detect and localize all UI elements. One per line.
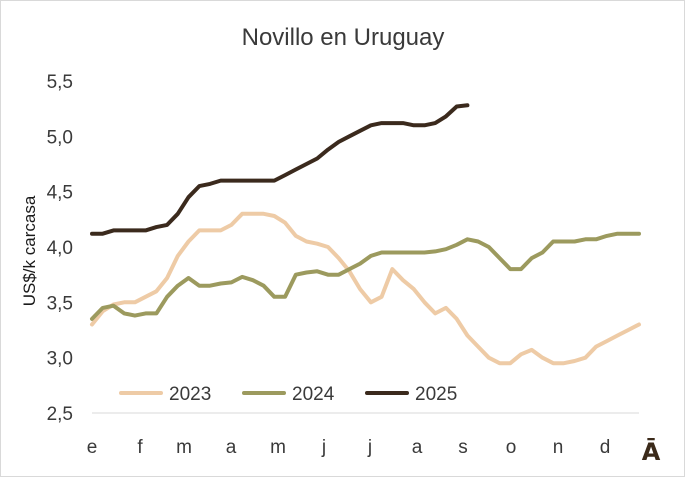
x-tick-label: d: [600, 437, 611, 458]
y-tick-label: 4,0: [47, 238, 73, 259]
y-axis-label: US$/k carcasa: [20, 195, 39, 306]
x-tick-label: m: [270, 437, 286, 458]
x-tick-label: s: [458, 437, 468, 458]
series-line-2025: [90, 103, 470, 236]
y-tick-label: 4,5: [47, 183, 73, 204]
series-lines: [90, 103, 641, 366]
y-tick-label: 5,5: [47, 72, 73, 93]
corner-mark: Ā: [642, 437, 661, 466]
legend-label-2024: 2024: [292, 384, 335, 405]
series-line-2023: [90, 211, 641, 366]
y-tick-label: 3,5: [47, 293, 73, 314]
series-line-2024: [90, 231, 641, 321]
x-tick-label: f: [137, 437, 143, 458]
x-tick-label: a: [226, 437, 237, 458]
chart-title: Novillo en Uruguay: [242, 24, 445, 51]
legend-label-2025: 2025: [415, 384, 457, 405]
x-tick-label: j: [321, 437, 326, 458]
y-tick-label: 2,5: [47, 404, 73, 425]
legend: 2023 2024 2025: [119, 384, 457, 405]
x-tick-label: o: [506, 437, 517, 458]
legend-label-2023: 2023: [169, 384, 211, 405]
x-tick-label: m: [176, 437, 192, 458]
x-tick-label: n: [553, 437, 564, 458]
y-tick-label: 3,0: [47, 349, 73, 370]
y-tick-label: 5,0: [47, 127, 73, 148]
x-tick-label: a: [412, 437, 423, 458]
x-tick-label: e: [87, 437, 98, 458]
x-tick-label: j: [367, 437, 372, 458]
y-axis-ticks: 2,5 3,0 3,5 4,0 4,5 5,0 5,5: [47, 72, 73, 425]
